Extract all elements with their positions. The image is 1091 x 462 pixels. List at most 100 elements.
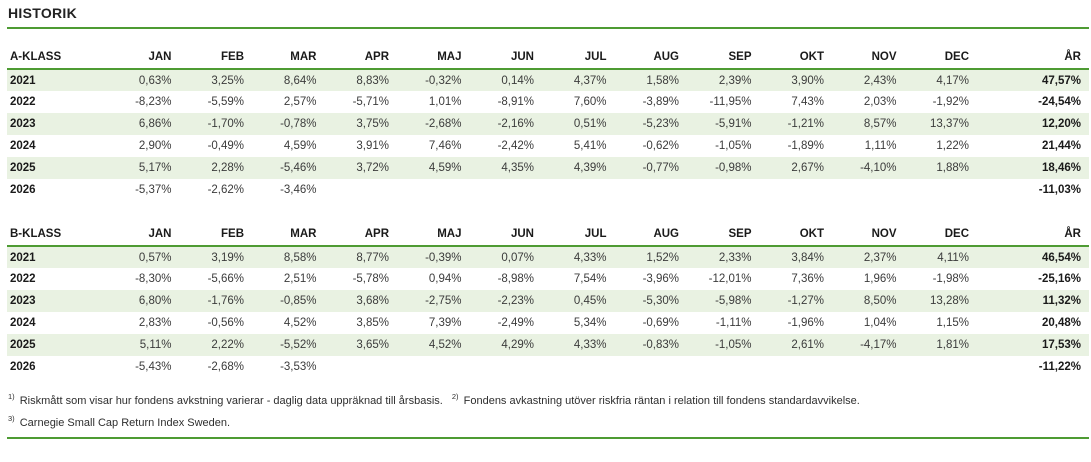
value-cell: -0,78% (280, 118, 317, 130)
footnote-1-text: Riskmått som visar hur fondens avkstning… (19, 395, 443, 407)
footnotes: 1) Riskmått som visar hur fondens avkstn… (7, 393, 1089, 431)
month-header: SEP (687, 45, 760, 70)
month-header: NOV (832, 222, 905, 247)
value-cell: -2,42% (497, 140, 534, 152)
value-cell: 1,52% (646, 251, 679, 264)
value-cell: -0,85% (280, 295, 317, 307)
total-cell: 11,32% (1042, 295, 1081, 307)
footnote-3-marker: 3) (8, 414, 15, 424)
value-cell: 2,67% (791, 162, 824, 174)
value-cell: -2,75% (425, 295, 462, 307)
month-header: APR (324, 45, 397, 70)
footnote-2-marker: 2) (451, 392, 459, 402)
value-cell (397, 356, 470, 378)
value-cell: 1,81% (936, 339, 969, 351)
b-klass-returns-table: B-KLASS JAN FEB MAR APR MAJ JUN JUL AUG SEP OKT NOV… (7, 222, 1089, 378)
a-klass-returns-table: A-KLASS JAN FEB MAR APR MAJ JUN JUL AUG SEP OKT NOV… (7, 45, 1089, 201)
value-cell (470, 356, 543, 378)
value-cell (760, 356, 833, 378)
value-cell: 3,19% (211, 251, 244, 264)
table-row: 2026 -5,37% -2,62% -3,46% -11,03% (7, 179, 1089, 201)
total-cell: 20,48% (1041, 317, 1081, 329)
year-cell: 2021 (10, 74, 36, 87)
value-cell: 4,39% (573, 162, 607, 174)
value-cell: -3,89% (642, 96, 679, 108)
value-cell: 2,57% (283, 96, 317, 108)
value-cell: 4,52% (428, 339, 462, 351)
value-cell: -5,98% (715, 295, 752, 307)
value-cell: 4,17% (936, 74, 969, 87)
month-header: JAN (107, 222, 180, 247)
total-cell: -25,16% (1038, 273, 1081, 285)
value-cell: 8,57% (863, 118, 897, 130)
footnote-3: 3) Carnegie Small Cap Return Index Swede… (8, 414, 231, 429)
footnote-line-1: 1) Riskmått som visar hur fondens avkstn… (8, 393, 1089, 409)
value-cell: 7,43% (791, 96, 824, 108)
value-cell: -5,43% (135, 361, 172, 373)
footnote-3-text: Carnegie Small Cap Return Index Sweden. (19, 417, 231, 429)
year-cell: 2025 (10, 339, 36, 351)
table-row: 2023 6,86% -1,70% -0,78% 3,75% -2,68% -2,16% 0,… (7, 113, 1089, 135)
value-cell: 8,83% (356, 74, 389, 87)
header-row: B-KLASS JAN FEB MAR APR MAJ JUN JUL AUG SEP OKT NOV… (7, 222, 1089, 247)
value-cell: 4,52% (283, 317, 317, 329)
value-cell: 1,01% (428, 96, 462, 108)
year-cell: 2021 (10, 251, 36, 264)
value-cell: -12,01% (708, 273, 752, 285)
value-cell: 3,85% (356, 317, 389, 329)
share-class-label: A-KLASS (7, 45, 107, 70)
value-cell: -11,95% (709, 96, 752, 108)
total-cell: 12,20% (1041, 118, 1081, 130)
value-cell: -2,49% (497, 317, 534, 329)
month-header: AUG (614, 222, 687, 247)
month-header: NOV (832, 45, 905, 70)
value-cell: 3,68% (356, 295, 389, 307)
value-cell: 2,28% (211, 162, 244, 174)
value-cell: -0,39% (425, 251, 462, 264)
value-cell: 4,37% (573, 74, 607, 87)
value-cell: 3,75% (356, 118, 389, 130)
value-cell: -1,98% (932, 273, 969, 285)
month-header: JUN (469, 45, 542, 70)
month-header: MAJ (397, 222, 470, 247)
value-cell: 1,04% (863, 317, 897, 329)
value-cell: 5,34% (573, 317, 607, 329)
value-cell: 3,84% (791, 251, 824, 264)
value-cell: 8,50% (863, 295, 897, 307)
month-header: JUL (542, 222, 615, 247)
table-row: 2023 6,80% -1,76% -0,85% 3,68% -2,75% -2,23% 0,… (7, 290, 1089, 312)
year-cell: 2022 (10, 273, 36, 285)
value-cell: -0,69% (642, 317, 679, 329)
value-cell: 5,11% (139, 339, 172, 351)
value-cell: -0,32% (425, 74, 462, 87)
value-cell: -0,56% (207, 317, 244, 329)
month-header: JAN (107, 45, 180, 70)
value-cell: -1,96% (787, 317, 824, 329)
year-cell: 2024 (10, 140, 36, 152)
table-row: 2022 -8,23% -5,59% 2,57% -5,71% 1,01% -8,91% 7,… (7, 91, 1089, 113)
value-cell: 4,11% (937, 251, 969, 264)
value-cell: -4,10% (860, 162, 897, 174)
value-cell (615, 356, 688, 378)
value-cell: -1,89% (787, 140, 824, 152)
month-header: MAR (252, 222, 325, 247)
value-cell: -5,91% (715, 118, 752, 130)
value-cell: -5,46% (280, 162, 317, 174)
value-cell: 2,33% (718, 251, 752, 264)
value-cell: 7,54% (573, 273, 607, 285)
month-header: AUG (614, 45, 687, 70)
value-cell: -3,46% (280, 184, 317, 196)
value-cell: -1,11% (715, 317, 752, 329)
historik-section: HISTORIK A-KLASS JAN FEB MAR APR MAJ JUN JUL AUG… (7, 5, 1089, 439)
value-cell (760, 179, 833, 201)
year-total-header: ÅR (977, 222, 1089, 247)
value-cell: -1,05% (715, 140, 752, 152)
year-cell: 2026 (10, 361, 36, 373)
value-cell: -5,66% (207, 273, 244, 285)
month-header: JUL (542, 45, 615, 70)
value-cell: 3,65% (356, 339, 389, 351)
total-cell: -24,54% (1038, 96, 1081, 108)
bottom-divider (7, 437, 1089, 439)
value-cell: 4,33% (573, 339, 607, 351)
month-header: SEP (687, 222, 760, 247)
